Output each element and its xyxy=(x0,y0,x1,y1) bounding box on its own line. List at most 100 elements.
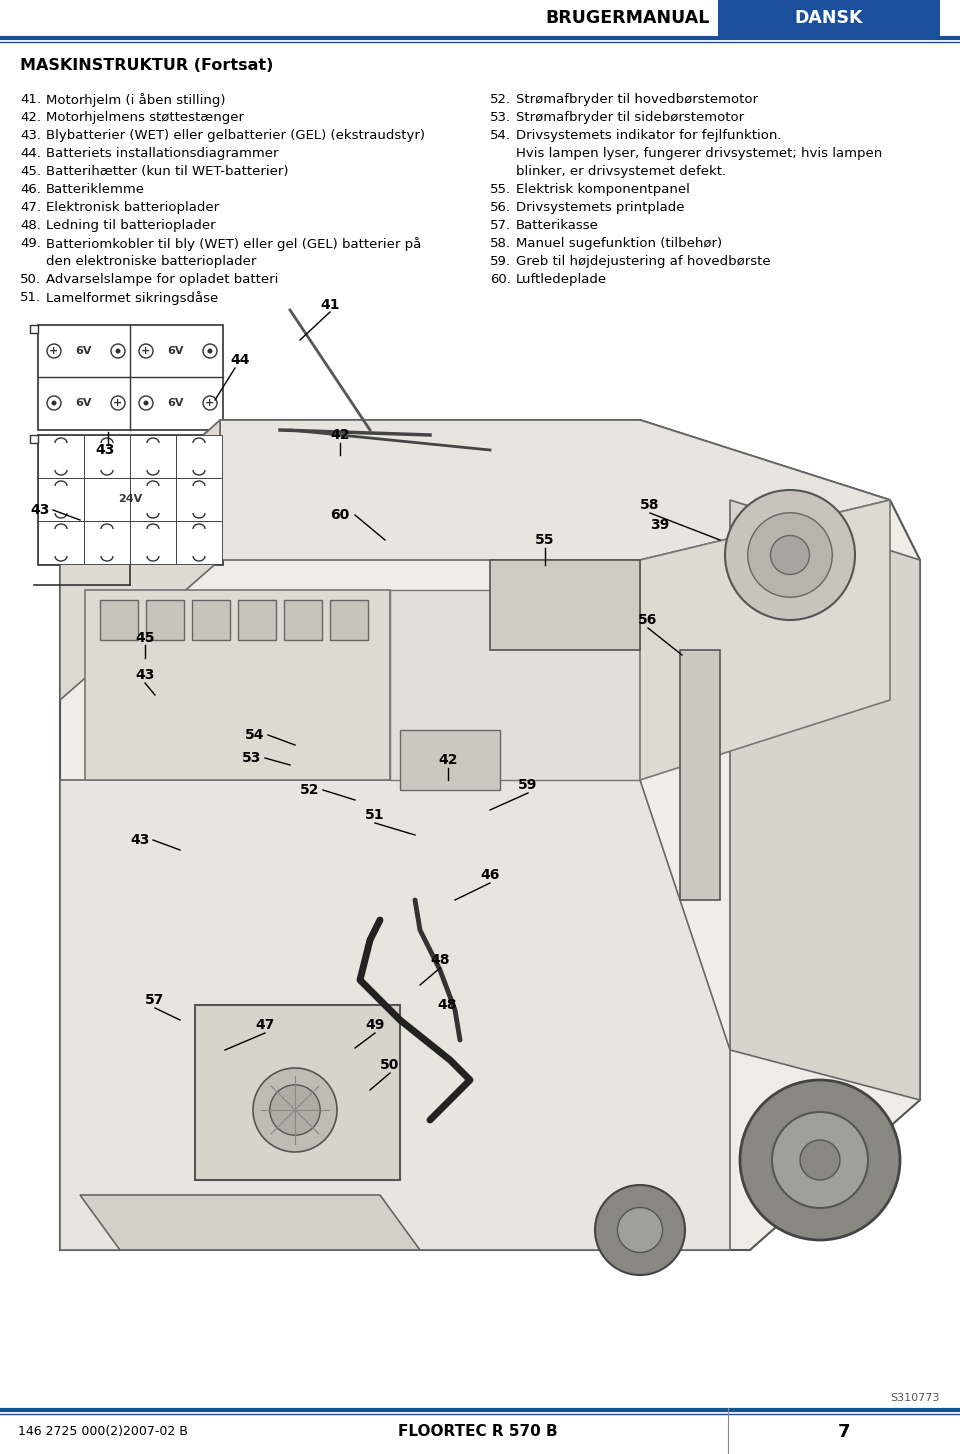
Circle shape xyxy=(772,1112,868,1208)
Polygon shape xyxy=(60,420,920,1250)
Text: 42.: 42. xyxy=(20,111,41,124)
Polygon shape xyxy=(490,560,640,650)
Text: 45.: 45. xyxy=(20,164,41,177)
Circle shape xyxy=(139,345,153,358)
Text: Batterikasse: Batterikasse xyxy=(516,220,599,233)
Bar xyxy=(176,521,222,564)
Bar xyxy=(38,326,223,430)
Text: 49: 49 xyxy=(366,1018,385,1032)
Circle shape xyxy=(617,1207,662,1252)
Circle shape xyxy=(139,395,153,410)
Text: 6V: 6V xyxy=(76,398,92,409)
Bar xyxy=(38,435,223,566)
Text: 39: 39 xyxy=(650,518,670,532)
Text: Batteriomkobler til bly (WET) eller gel (GEL) batterier på: Batteriomkobler til bly (WET) eller gel … xyxy=(46,237,421,252)
Text: 60.: 60. xyxy=(490,273,511,286)
Circle shape xyxy=(52,400,57,406)
Circle shape xyxy=(203,395,217,410)
Text: S310773: S310773 xyxy=(891,1393,940,1403)
Text: 45: 45 xyxy=(135,631,155,646)
Text: 58: 58 xyxy=(640,499,660,512)
Bar xyxy=(330,601,368,640)
Bar xyxy=(30,435,38,443)
Bar xyxy=(38,521,84,564)
Text: 58.: 58. xyxy=(490,237,511,250)
Text: 24V: 24V xyxy=(118,494,142,505)
Polygon shape xyxy=(680,650,720,900)
Text: Elektrisk komponentpanel: Elektrisk komponentpanel xyxy=(516,183,690,196)
Text: 47.: 47. xyxy=(20,201,41,214)
Polygon shape xyxy=(195,1005,400,1181)
Circle shape xyxy=(143,400,149,406)
Text: Strømafbryder til sidebørstemotor: Strømafbryder til sidebørstemotor xyxy=(516,111,744,124)
Text: 56: 56 xyxy=(638,614,658,627)
Text: Elektronisk batterioplader: Elektronisk batterioplader xyxy=(46,201,219,214)
Circle shape xyxy=(800,1140,840,1181)
Text: 53.: 53. xyxy=(490,111,511,124)
Text: Strømafbryder til hovedbørstemotor: Strømafbryder til hovedbørstemotor xyxy=(516,93,758,106)
Polygon shape xyxy=(390,590,640,779)
Text: 42: 42 xyxy=(330,427,349,442)
Bar xyxy=(0,295,960,1389)
Text: BRUGERMANUAL: BRUGERMANUAL xyxy=(545,9,710,28)
Text: 146 2725 000(2)2007-02 B: 146 2725 000(2)2007-02 B xyxy=(18,1425,188,1438)
Text: Blybatterier (WET) eller gelbatterier (GEL) (ekstraudstyr): Blybatterier (WET) eller gelbatterier (G… xyxy=(46,129,425,142)
Bar xyxy=(38,478,84,521)
Text: 54.: 54. xyxy=(490,129,511,142)
Bar xyxy=(176,478,222,521)
Text: Batteriklemme: Batteriklemme xyxy=(46,183,145,196)
Bar xyxy=(84,521,130,564)
Text: FLOORTEC R 570 B: FLOORTEC R 570 B xyxy=(398,1425,558,1439)
Text: 47: 47 xyxy=(255,1018,275,1032)
Text: 48: 48 xyxy=(437,997,457,1012)
Polygon shape xyxy=(60,420,220,699)
Text: Lamelformet sikringsdåse: Lamelformet sikringsdåse xyxy=(46,291,218,305)
Polygon shape xyxy=(80,1195,420,1250)
Bar xyxy=(38,435,84,478)
Text: Drivsystemets indikator for fejlfunktion.: Drivsystemets indikator for fejlfunktion… xyxy=(516,129,781,142)
Text: Hvis lampen lyser, fungerer drivsystemet; hvis lampen: Hvis lampen lyser, fungerer drivsystemet… xyxy=(516,147,882,160)
Text: 6V: 6V xyxy=(168,346,184,356)
Text: 43.: 43. xyxy=(20,129,41,142)
Text: 43: 43 xyxy=(135,667,155,682)
Text: Luftledeplade: Luftledeplade xyxy=(516,273,607,286)
Circle shape xyxy=(595,1185,685,1275)
Text: 46: 46 xyxy=(480,868,500,883)
Text: Greb til højdejustering af hovedbørste: Greb til højdejustering af hovedbørste xyxy=(516,254,771,268)
Polygon shape xyxy=(730,500,920,1101)
Text: 51.: 51. xyxy=(20,291,41,304)
Text: 44: 44 xyxy=(230,353,250,366)
Bar xyxy=(130,521,176,564)
Text: +: + xyxy=(113,398,123,409)
Text: Manuel sugefunktion (tilbehør): Manuel sugefunktion (tilbehør) xyxy=(516,237,722,250)
Text: 59.: 59. xyxy=(490,254,511,268)
Text: 53: 53 xyxy=(242,752,262,765)
Polygon shape xyxy=(640,500,890,779)
Text: 57: 57 xyxy=(145,993,165,1008)
Text: 48.: 48. xyxy=(20,220,41,233)
Text: Drivsystemets printplade: Drivsystemets printplade xyxy=(516,201,684,214)
Text: 46.: 46. xyxy=(20,183,41,196)
Bar xyxy=(100,601,138,640)
Text: 43: 43 xyxy=(131,833,150,848)
Text: 59: 59 xyxy=(518,778,538,792)
Text: 55: 55 xyxy=(536,534,555,547)
Text: +: + xyxy=(205,398,215,409)
Text: Motorhjelmens støttestænger: Motorhjelmens støttestænger xyxy=(46,111,244,124)
Text: +: + xyxy=(141,346,151,356)
Text: MASKINSTRUKTUR (Fortsat): MASKINSTRUKTUR (Fortsat) xyxy=(20,58,274,73)
Text: 60: 60 xyxy=(330,507,349,522)
Text: 41.: 41. xyxy=(20,93,41,106)
Polygon shape xyxy=(85,590,390,779)
Circle shape xyxy=(115,349,121,353)
Text: +: + xyxy=(49,346,59,356)
Bar xyxy=(192,601,230,640)
Text: 51: 51 xyxy=(365,808,385,822)
Circle shape xyxy=(748,513,832,598)
Text: 56.: 56. xyxy=(490,201,511,214)
Circle shape xyxy=(725,490,855,619)
Text: Batteriets installationsdiagrammer: Batteriets installationsdiagrammer xyxy=(46,147,278,160)
Text: 43: 43 xyxy=(31,503,50,518)
Circle shape xyxy=(270,1085,321,1136)
Bar xyxy=(130,435,176,478)
